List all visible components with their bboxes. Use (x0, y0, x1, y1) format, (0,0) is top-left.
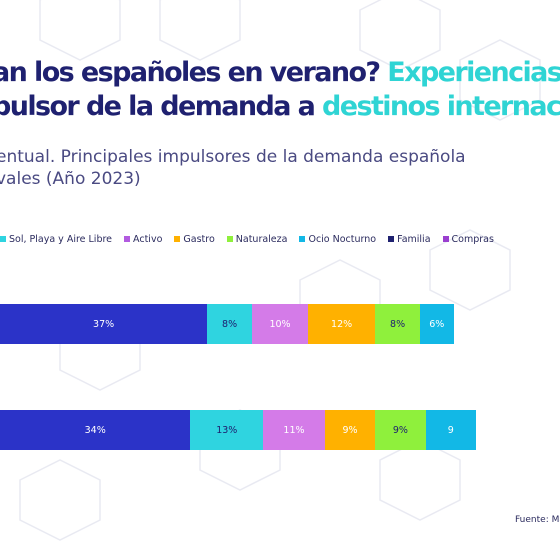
title-line-1-dark: an los españoles en verano? (0, 57, 388, 88)
legend-item: Familia (388, 232, 431, 246)
title-line-2-accent: destinos internac (322, 91, 560, 122)
legend-label: Activo (133, 233, 163, 245)
legend-item: Sol, Playa y Aire Libre (0, 232, 112, 246)
legend-item: Activo (124, 232, 162, 246)
legend-label: Familia (397, 233, 431, 245)
subtitle-line-2: vales (Año 2023) (0, 169, 141, 189)
legend-label: Naturaleza (235, 233, 288, 245)
bar-segment: 11% (263, 410, 325, 450)
bar-segment: 9% (324, 410, 376, 450)
chart-subtitle: entual. Principales impulsores de la dem… (0, 146, 560, 190)
bar-segment-label: 12% (331, 318, 353, 330)
bar-segment-label: 8% (222, 318, 238, 330)
legend-swatch (226, 236, 233, 242)
bar-segment: 12% (308, 304, 376, 344)
legend-swatch (442, 236, 449, 242)
legend-item: Naturaleza (226, 232, 288, 246)
bar-segment-label: 11% (283, 424, 305, 436)
bar-segment-label: 9% (342, 424, 358, 436)
legend-swatch (299, 236, 306, 242)
legend-swatch (388, 236, 395, 242)
legend-label: Sol, Playa y Aire Libre (9, 233, 113, 245)
bar-segment: 8% (375, 304, 420, 344)
bar-segment-label: 6% (429, 318, 445, 330)
bar-segment: 9% (375, 410, 426, 450)
bar-segment-label: 10% (269, 318, 291, 330)
bar-segment: 34% (0, 410, 191, 450)
chart-title: an los españoles en verano? Experiencias… (0, 56, 560, 124)
bar-segment: 13% (190, 410, 264, 450)
bar-segment: 8% (207, 304, 252, 344)
legend-swatch (124, 236, 131, 242)
bar-segment-label: 9% (392, 424, 408, 436)
title-line-2: pulsor de la demanda a destinos internac (0, 90, 560, 124)
bar-segment-label: 9 (447, 424, 454, 436)
legend-item: Ocio Nocturno (299, 232, 376, 246)
bar-segment: 37% (0, 304, 208, 344)
chart-legend: Sol, Playa y Aire Libre Activo Gastro Natur… (0, 232, 560, 246)
bar-segment-label: 13% (216, 424, 238, 436)
legend-item: Gastro (174, 232, 215, 246)
bar-segment-label: 34% (84, 424, 106, 436)
legend-label: Compras (451, 233, 494, 245)
subtitle-line-1: entual. Principales impulsores de la dem… (0, 147, 466, 167)
bar-segment: 10% (252, 304, 308, 344)
bar-segment: 9 (425, 410, 476, 450)
bar-segment-label: 8% (390, 318, 406, 330)
title-line-1: an los españoles en verano? Experiencias (0, 56, 560, 90)
bar-segment-label: 37% (93, 318, 115, 330)
source-note: Fuente: Ma (515, 515, 560, 525)
legend-item: Compras (442, 232, 494, 246)
legend-label: Ocio Nocturno (308, 233, 377, 245)
legend-swatch (174, 236, 181, 242)
title-line-1-accent: Experiencias (387, 57, 560, 88)
bar-segment: 6% (420, 304, 454, 344)
legend-label: Gastro (183, 233, 215, 245)
legend-swatch (0, 236, 6, 242)
title-line-2-dark: pulsor de la demanda a (0, 91, 323, 122)
